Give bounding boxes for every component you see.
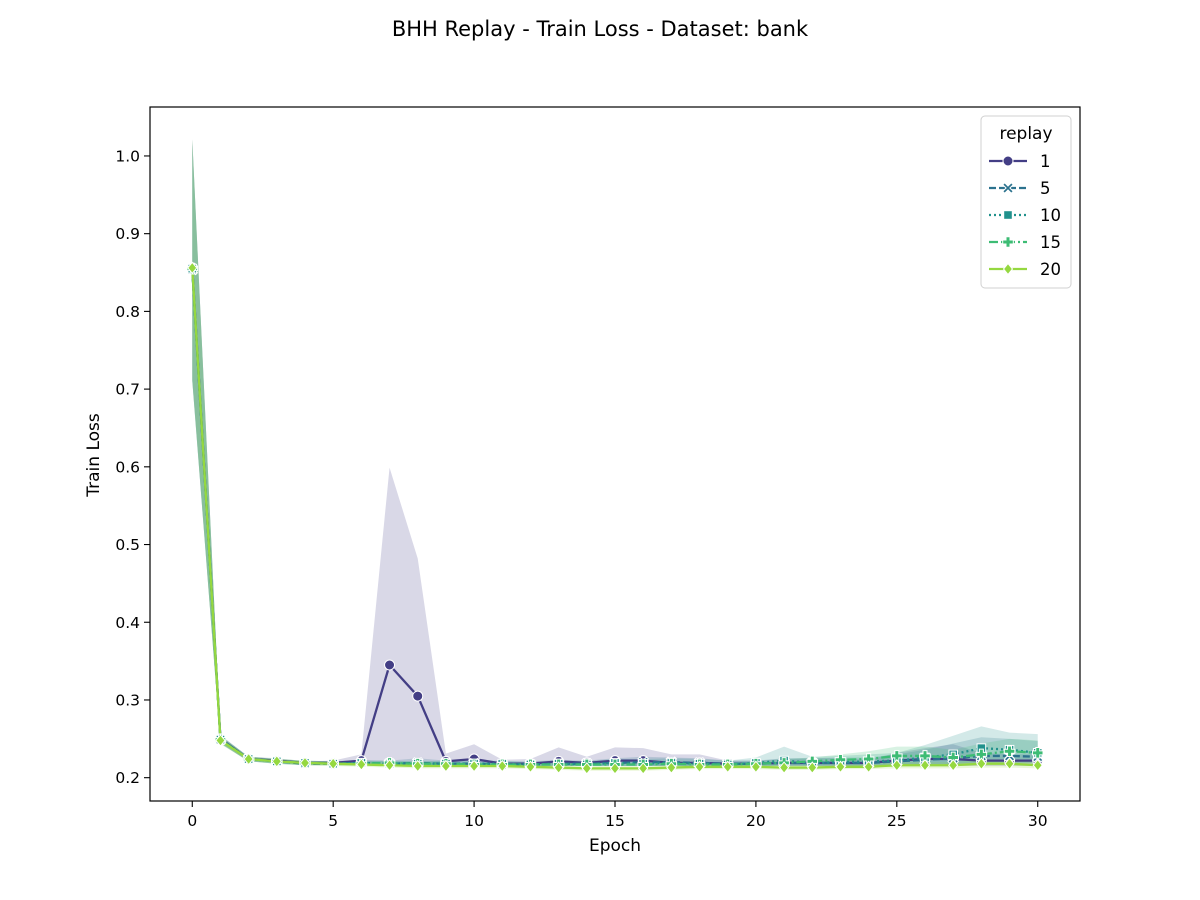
data-point-series-15 [1031,747,1044,759]
legend-label-10: 10 [1040,206,1061,225]
y-tick-label: 0.2 [115,769,140,787]
data-point-series-15 [975,748,988,761]
confidence-bands [192,138,1038,771]
series-line-5 [191,269,1038,766]
confidence-band-series-1 [192,138,1038,767]
x-tick-label: 15 [605,812,625,830]
legend-marker-1 [1002,155,1014,167]
data-point-series-15 [1003,745,1016,758]
confidence-band-series-20 [192,138,1038,771]
legend-marker-10 [1003,210,1013,220]
data-point-series-20 [722,760,733,774]
data-point-series-20 [694,760,705,774]
data-point-series-20 [919,758,931,772]
plot-frame [149,106,1081,802]
data-point-series-20 [976,757,987,770]
series-line-15 [191,268,1038,766]
data-point-series-20 [215,734,226,747]
data-point-series-20 [1032,758,1043,772]
chart-title: BHH Replay - Train Loss - Dataset: bank [392,17,809,41]
data-point-series-20 [271,755,282,768]
data-point-series-20 [666,761,677,774]
data-point-series-20 [863,760,874,774]
series-markers [186,261,1044,775]
y-tick-label: 0.8 [115,303,140,321]
x-tick-label: 25 [887,812,907,830]
data-point-series-20 [581,762,592,775]
legend-label-5: 5 [1040,179,1051,198]
y-tick-label: 0.4 [115,614,140,632]
data-point-series-1 [384,659,396,671]
y-axis: 0.2 0.3 0.4 0.5 0.6 0.7 0.8 0.9 1.0 [115,147,150,787]
data-point-series-20 [468,759,480,773]
series-lines [191,267,1038,770]
x-tick-label: 5 [328,812,338,830]
data-point-series-20 [356,758,367,771]
data-point-series-20 [440,759,452,773]
data-point-series-20 [328,757,339,770]
confidence-band-series-10 [192,139,1038,767]
data-point-series-20 [638,762,649,775]
x-tick-label: 0 [187,812,197,830]
data-point-series-20 [299,756,311,770]
legend-label-1: 1 [1040,152,1051,171]
data-point-series-20 [412,759,423,773]
data-point-series-20 [187,261,198,275]
data-point-series-20 [778,761,790,774]
series-line-20 [191,267,1038,770]
data-point-series-20 [525,760,536,774]
y-tick-label: 0.6 [115,458,140,476]
legend-marker-15 [1002,236,1014,248]
confidence-band-series-15 [192,139,1038,767]
data-point-series-15 [891,750,903,762]
data-point-series-20 [835,760,846,774]
series-line-10 [191,268,1038,766]
data-point-series-20 [243,752,254,766]
confidence-band-series-5 [192,140,1038,767]
x-tick-label: 10 [464,812,484,830]
data-point-series-20 [948,758,959,772]
y-tick-label: 0.7 [115,381,140,399]
y-tick-label: 0.5 [115,536,140,554]
data-point-series-20 [553,761,564,774]
data-point-series-20 [807,761,818,774]
data-point-series-15 [919,750,931,762]
x-axis: 0 5 10 15 20 25 30 [187,801,1048,830]
data-point-series-20 [750,760,762,774]
data-point-series-20 [609,762,621,775]
data-point-series-20 [891,758,902,772]
x-tick-label: 30 [1028,812,1048,830]
data-point-series-1 [412,690,424,702]
legend-title: replay [999,124,1052,144]
x-axis-label: Epoch [589,836,641,856]
y-tick-label: 0.3 [115,691,140,709]
legend-label-20: 20 [1040,260,1061,279]
y-tick-label: 1.0 [115,147,140,165]
x-tick-label: 20 [746,812,766,830]
series-line-1 [191,267,1038,765]
y-axis-label: Train Loss [84,413,104,498]
data-point-series-20 [497,759,508,773]
y-tick-label: 0.9 [115,225,140,243]
legend-marker-20 [1002,262,1014,276]
data-point-series-20 [1004,757,1015,770]
legend-label-15: 15 [1040,233,1061,252]
data-point-series-20 [384,758,395,772]
legend-marker-5 [1002,182,1014,194]
